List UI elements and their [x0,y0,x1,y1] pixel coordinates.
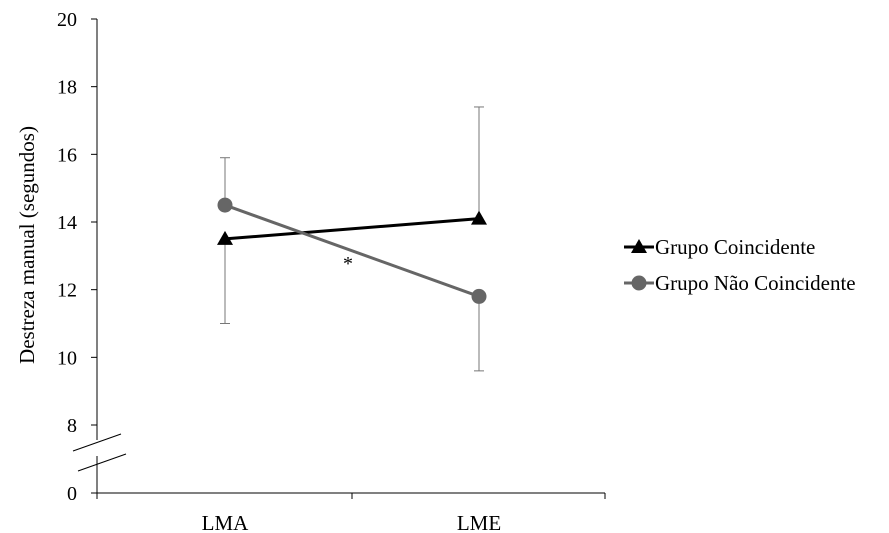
y-tick-label: 16 [57,144,77,166]
significance-annotation: * [343,253,353,275]
y-tick-label: 8 [67,415,77,437]
legend-marker [631,239,647,253]
series-markers [217,197,487,304]
series-lines [224,203,480,298]
data-point-2 [217,197,233,213]
axes: 0 8 10 12 14 16 18 20 [57,9,606,505]
data-point-1 [217,230,233,245]
labels: LMA LME Destreza manual (segundos) * [15,126,501,533]
x-tick-label: LMA [202,511,250,533]
legend-marker [631,275,647,291]
axis-break-mark-upper [72,433,122,452]
x-tick-label: LME [457,511,501,533]
error-bars [220,106,484,372]
series-line-1 [224,217,480,241]
y-tick-label: 18 [57,77,77,99]
data-point-2 [471,288,487,304]
axis-break-mark-lower [77,453,127,472]
series-line-2 [224,203,480,298]
y-tick-label: 0 [67,483,77,505]
legend-label: Grupo Não Coincidente [655,271,856,295]
legend: Grupo Coincidente Grupo Não Coincidente [624,235,856,295]
y-tick-label: 20 [57,9,77,31]
y-tick-label: 10 [57,347,77,369]
y-tick-label: 12 [57,280,77,302]
y-tick-label: 14 [57,212,77,234]
y-axis-label: Destreza manual (segundos) [15,126,39,364]
legend-label: Grupo Coincidente [655,235,815,259]
data-point-1 [471,210,487,225]
